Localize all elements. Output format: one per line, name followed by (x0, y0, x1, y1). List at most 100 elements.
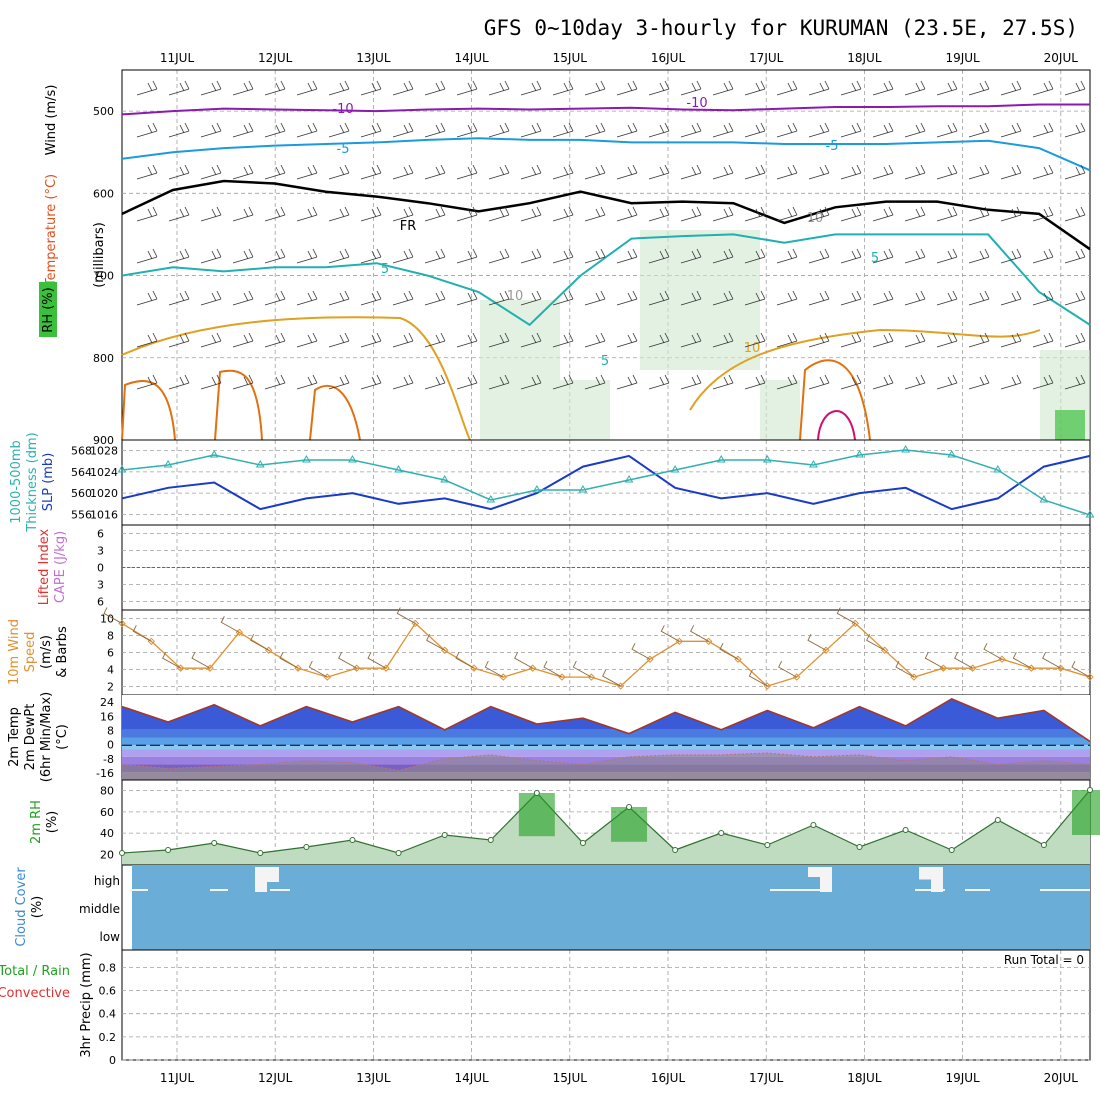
wind-barb (1000, 122, 1022, 138)
lifted-index-panel: 6 3 0 3 6 (97, 524, 1091, 611)
thickness-marker (209, 450, 219, 458)
y-tick-label: 24 (100, 696, 114, 709)
pressure-tick-label: 800 (93, 352, 114, 365)
wind-barb-10m (279, 651, 299, 669)
y-tick-label: 16 (100, 710, 114, 723)
wind-barb (616, 206, 638, 222)
contour-label: -10 (686, 96, 707, 111)
wind-barb (744, 332, 766, 348)
precip-tick-label: 0.6 (99, 985, 117, 998)
side-label: (°C) (55, 724, 70, 750)
bottom-date-label: 20JUL (1044, 1071, 1079, 1085)
wind-barb (232, 164, 254, 180)
wind-barb (968, 290, 990, 306)
wind-barb (904, 206, 926, 222)
contour-line (121, 137, 1091, 172)
wind-barb (360, 164, 382, 180)
rh-line (121, 789, 1091, 854)
wind-barb (808, 164, 830, 180)
pressure-tick-label: 600 (93, 187, 114, 200)
wind-barb (1000, 332, 1022, 348)
wind-barb (424, 290, 446, 306)
wind-barb (1000, 206, 1022, 222)
wind-barb (584, 122, 606, 138)
rh-marker (487, 837, 494, 843)
wind-barb (1032, 332, 1054, 348)
precip-tick-label: 0.4 (99, 1008, 117, 1021)
wind-barb (360, 374, 382, 390)
contour-label: 10 (507, 289, 524, 304)
cloud-level-label: high (94, 874, 120, 888)
side-label: Convective (0, 986, 70, 1001)
cloud-cover-panel: high middle low (79, 864, 1091, 951)
thickness-marker (302, 455, 311, 463)
wind-barb (392, 290, 414, 306)
y-tick-label: 20 (100, 848, 114, 861)
wind-barb (744, 164, 766, 180)
cloud-high-trace (965, 889, 990, 891)
wind-barb (136, 164, 158, 180)
rh-marker (579, 840, 586, 846)
wind-barb (1064, 290, 1086, 306)
wind-barb (360, 80, 382, 96)
wind-barb (744, 80, 766, 96)
wind-barb (552, 206, 574, 222)
side-label: CAPE (J/kg) (53, 531, 68, 603)
side-label: Thickness (dm) (25, 432, 40, 532)
wind-barb (904, 248, 926, 264)
cloud-high-bar (931, 867, 943, 892)
wind-barb (776, 290, 798, 306)
wind-barb (456, 374, 478, 390)
wind-barb (872, 122, 894, 138)
wind-barb (520, 122, 542, 138)
rh-marker (441, 832, 448, 838)
side-label: Speed (23, 632, 38, 673)
wind-barb (232, 374, 254, 390)
wind-barb (680, 290, 702, 306)
thickness-marker (486, 495, 496, 503)
wind-barb (616, 332, 638, 348)
wind-barb (840, 122, 862, 138)
wind-barb (904, 332, 926, 348)
wind-barb (232, 206, 254, 222)
precip-tick-label: 0.8 (99, 961, 117, 974)
wind-barb (296, 80, 318, 96)
wind-barb (648, 248, 670, 264)
rh-marker (349, 837, 356, 843)
wind-barb (296, 374, 318, 390)
wind-barb (552, 374, 574, 390)
wind-barb (1032, 80, 1054, 96)
rh-marker (948, 847, 955, 853)
side-label: (%) (45, 811, 60, 834)
wind-barb (680, 248, 702, 264)
wind-barb (264, 374, 286, 390)
wind-barb (552, 290, 574, 306)
cloud-level-label: middle (79, 902, 120, 916)
side-label: Wind (m/s) (44, 85, 59, 156)
y-tick-label: 2 (107, 681, 114, 694)
rh-marker (533, 790, 540, 796)
bottom-date-label: 11JUL (160, 1071, 195, 1085)
contour-label: 10 (744, 341, 761, 356)
rh-area (122, 790, 1090, 865)
y-tick-label: 556 (71, 508, 92, 521)
wind-barb-10m (367, 651, 387, 669)
wind-barb (488, 290, 510, 306)
warm-contour (799, 359, 871, 441)
y-tick-label: -8 (103, 753, 114, 766)
wind-barb-10m (690, 625, 709, 642)
thickness-marker (117, 465, 127, 473)
rh-marker (165, 847, 172, 853)
thickness-marker (762, 455, 772, 463)
wind-barb (744, 374, 766, 390)
wind-barb (904, 374, 926, 390)
thickness-line (121, 449, 1091, 516)
warm-contour (817, 410, 856, 441)
wind-barb-10m (543, 660, 563, 678)
wind-barb-10m (895, 660, 915, 678)
wind-barb (968, 206, 990, 222)
contour-label: FR (400, 219, 417, 234)
wind-barb (520, 80, 542, 96)
y-tick-label: 6 (97, 596, 104, 609)
